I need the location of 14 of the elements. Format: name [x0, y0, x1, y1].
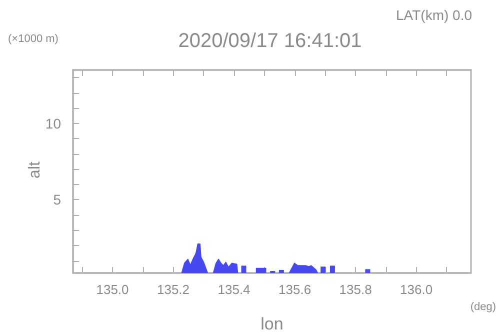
- text: (×1000 m): [8, 33, 58, 45]
- x-tick-label: 135.2: [156, 282, 190, 297]
- x-tick-label: 135.6: [278, 282, 312, 297]
- x-axis-title: lon: [260, 314, 284, 334]
- x-tick-label: 135.0: [96, 282, 129, 297]
- text: (deg): [470, 301, 496, 313]
- y-axis-title: alt: [26, 161, 44, 178]
- chart-title: 2020/09/17 16:41:01: [178, 30, 362, 52]
- x-tick-label: 135.8: [339, 282, 372, 297]
- x-tick-label: 135.4: [218, 282, 250, 297]
- x-tick-label: 136.0: [400, 282, 433, 297]
- y-tick-label: 10: [45, 115, 62, 132]
- chart-subtitle: LAT(km) 0.0: [396, 7, 472, 23]
- y-tick-label: 5: [53, 192, 62, 208]
